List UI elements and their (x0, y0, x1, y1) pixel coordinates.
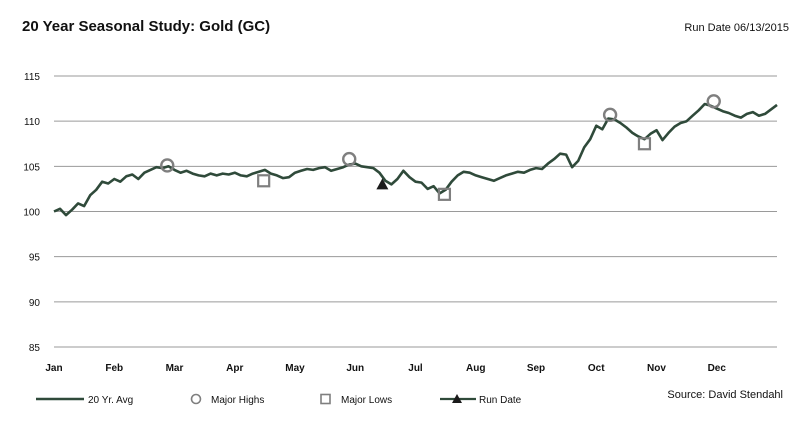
month-label-jul: Jul (408, 363, 423, 374)
series-lines (53, 102, 778, 217)
month-label-dec: Dec (708, 363, 727, 374)
major-high-marker (706, 94, 721, 109)
month-label-aug: Aug (466, 363, 485, 374)
y-tick-label: 100 (23, 208, 40, 219)
y-tick-label: 105 (23, 162, 40, 173)
month-label-nov: Nov (647, 363, 666, 374)
legend-low-swatch (320, 393, 331, 405)
y-tick-label: 85 (29, 343, 41, 354)
y-tick-label: 115 (24, 72, 40, 83)
legend-run-triangle-swatch (452, 394, 462, 403)
month-label-sep: Sep (527, 363, 545, 374)
month-label-apr: Apr (226, 363, 243, 374)
month-label-oct: Oct (588, 363, 605, 374)
major-low-marker (637, 137, 652, 151)
major-high-marker (160, 158, 175, 173)
month-label-jan: Jan (45, 363, 62, 374)
source-label: Source: David Stendahl (667, 389, 783, 401)
chart-title: 20 Year Seasonal Study: Gold (GC) (22, 18, 271, 35)
legend: 20 Yr. Avg Major Highs Major Lows Run Date (36, 393, 522, 406)
major-high-marker (342, 151, 357, 167)
month-label-jun: Jun (346, 363, 364, 374)
major-low-marker (437, 187, 452, 201)
x-axis-ticks: Jan Feb Mar Apr May Jun Jul Aug Sep Oct Nov Dec (45, 363, 726, 374)
y-tick-label: 110 (24, 117, 40, 128)
legend-high-swatch (190, 393, 202, 405)
run-date-label: Run Date 06/13/2015 (684, 22, 789, 34)
series-line-20yr-avg (53, 102, 778, 217)
month-label-feb: Feb (105, 363, 123, 374)
legend-label-run-date: Run Date (479, 395, 522, 406)
run-date-marker (376, 178, 389, 190)
month-label-mar: Mar (166, 363, 184, 374)
grid-lines (54, 75, 777, 348)
y-tick-label: 95 (29, 253, 41, 264)
y-tick-label: 90 (29, 298, 41, 309)
legend-label-20yr-avg: 20 Yr. Avg (88, 395, 133, 406)
legend-label-major-lows: Major Lows (341, 395, 392, 406)
markers (160, 94, 721, 201)
major-high-marker (602, 107, 618, 123)
legend-label-major-highs: Major Highs (211, 395, 264, 406)
month-label-may: May (285, 363, 305, 374)
major-low-marker (257, 174, 271, 188)
y-axis-ticks: 85 90 95 100 105 110 115 (23, 72, 40, 354)
